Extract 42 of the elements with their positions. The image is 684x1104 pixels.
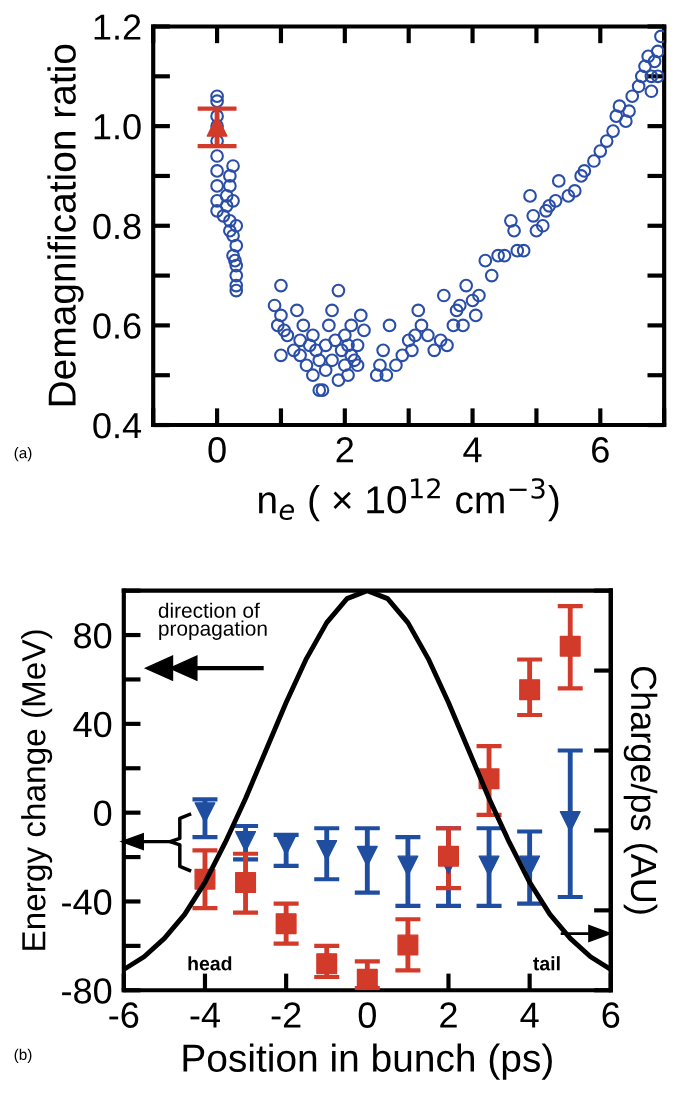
y-axis-title: Energy change (MeV)	[21, 630, 53, 950]
x-axis-title: Position in bunch (ps)	[183, 1043, 552, 1080]
y-tick-label: -40	[62, 889, 112, 915]
x-tick-label: 0	[208, 437, 226, 463]
y-tick-label: 0.8	[93, 213, 141, 240]
x-tick-label: -4	[190, 1002, 220, 1028]
point	[559, 635, 581, 657]
point	[437, 845, 459, 867]
x-tick-label: 4	[520, 1002, 539, 1028]
point	[235, 831, 257, 853]
text: (a)	[14, 447, 32, 462]
point	[519, 679, 541, 701]
annotation: direction of propagation	[158, 602, 267, 640]
x-tick-label: -2	[271, 1002, 301, 1028]
y-tick-label: -80	[62, 978, 112, 1004]
x-tick-label: 6	[602, 1002, 620, 1028]
point	[316, 839, 338, 861]
point	[397, 855, 419, 877]
y-tick-label: 1.2	[94, 14, 141, 40]
annotation: head	[188, 956, 232, 971]
text: (b)	[14, 1048, 32, 1063]
x-axis-title: n$_{e}$ ( × 10$^{12}$ cm$^{−3}$)	[259, 478, 559, 522]
y2-axis-title: Charge/ps (AU)	[623, 666, 658, 914]
x-tick-label: 4	[463, 437, 482, 463]
x-tick-label: 6	[592, 437, 609, 463]
y-axis-title: Demagnification ratio	[47, 44, 84, 406]
y-tick-label: 80	[74, 622, 112, 649]
point	[235, 872, 257, 894]
x-tick-label: 2	[336, 437, 354, 463]
point	[275, 913, 297, 935]
y-tick-label: 0.4	[93, 412, 142, 439]
y-tick-label: 1.0	[94, 114, 141, 140]
x-tick-label: 0	[358, 1002, 376, 1028]
y-tick-label: 0.6	[93, 313, 141, 339]
point	[356, 845, 378, 867]
x-tick-label: -6	[109, 1002, 139, 1028]
point	[397, 934, 419, 956]
y-tick-label: 0	[94, 800, 112, 827]
point	[316, 953, 338, 975]
annotation: tail	[533, 956, 560, 971]
x-tick-label: 2	[440, 1002, 457, 1028]
y-tick-label: 40	[73, 711, 112, 738]
